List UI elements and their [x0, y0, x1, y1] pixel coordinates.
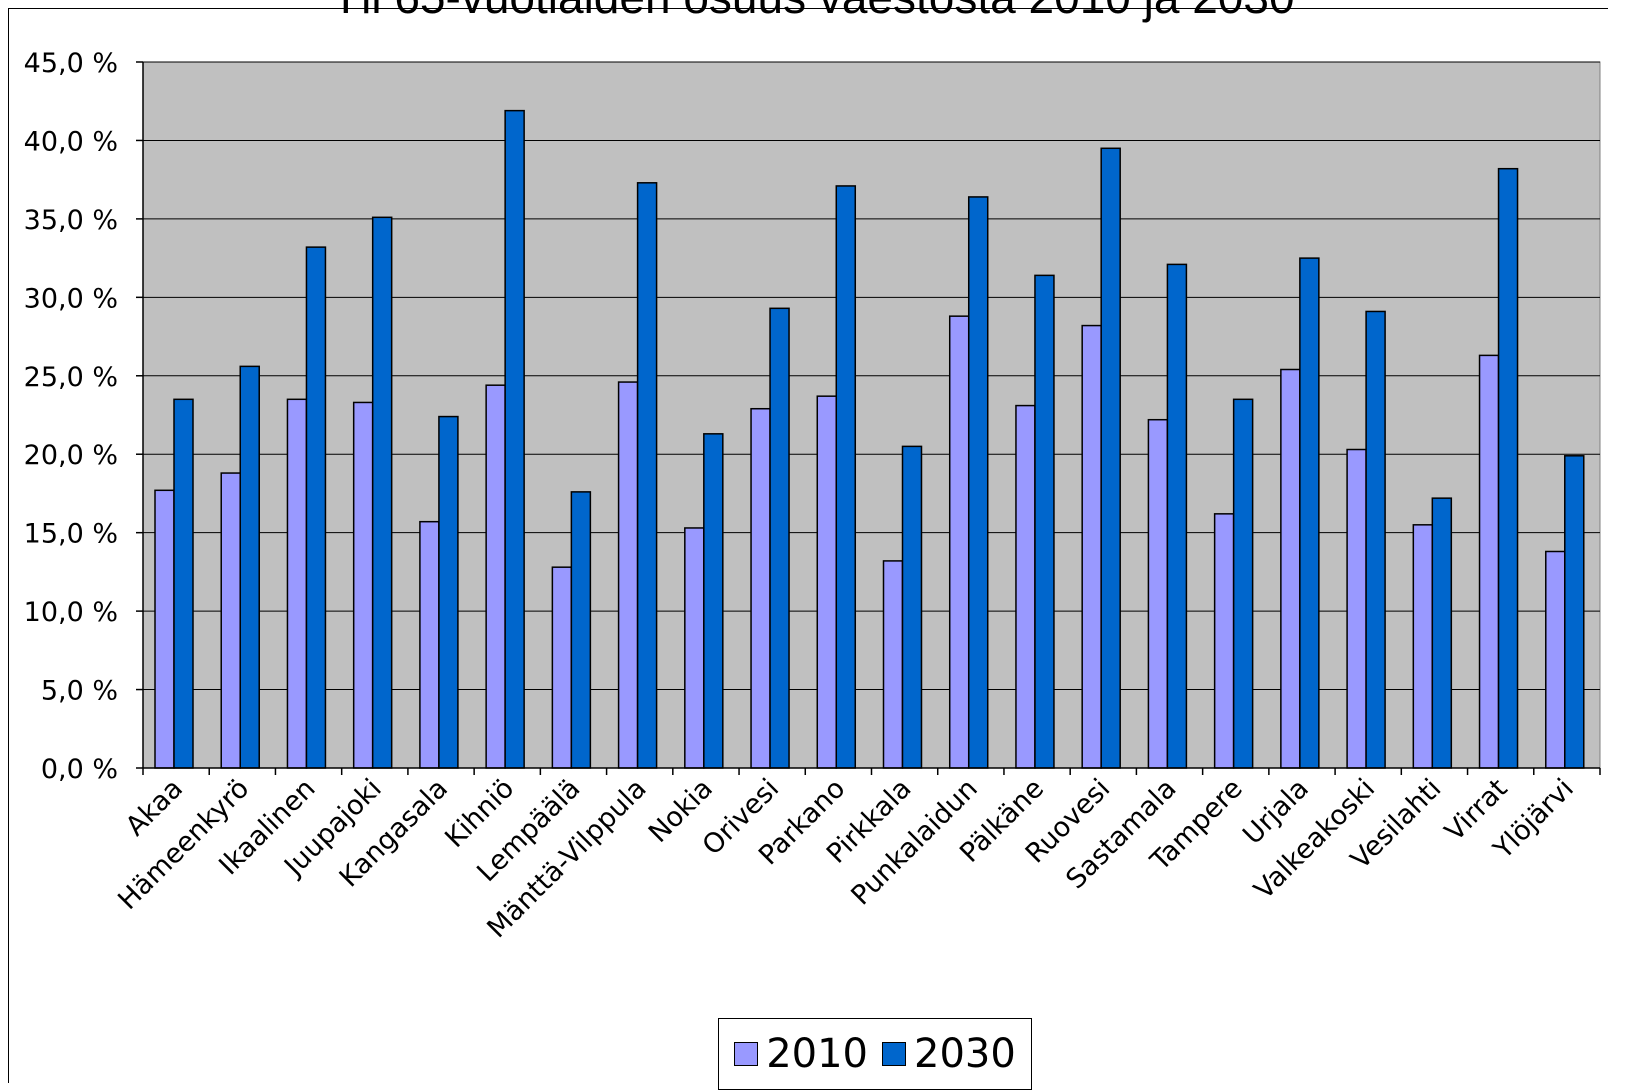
bar-2010-11	[882, 560, 904, 769]
bar-2030-20	[1497, 167, 1519, 769]
bar-2030-5	[504, 109, 525, 769]
bar-2010-5	[485, 384, 506, 769]
legend-item-2010: 2010	[734, 1031, 868, 1077]
bar-2030-3	[371, 216, 393, 769]
bar-2010-1	[220, 472, 241, 769]
bar-2010-20	[1478, 354, 1500, 769]
bar-2010-14	[1081, 324, 1102, 769]
bar-2030-18	[1365, 310, 1386, 769]
legend-swatch-2010	[734, 1042, 759, 1066]
bar-2030-4	[438, 415, 459, 769]
bar-2010-21	[1545, 550, 1566, 769]
bar-2010-10	[816, 395, 838, 769]
bar-2030-15	[1166, 263, 1188, 769]
bar-2030-10	[835, 185, 857, 769]
bar-2030-0	[173, 398, 194, 769]
bar-2030-17	[1299, 257, 1320, 769]
bar-2030-8	[703, 433, 724, 769]
bar-2010-6	[551, 566, 573, 769]
chart-frame	[8, 8, 1608, 1083]
bar-2030-6	[570, 491, 592, 769]
bar-2030-21	[1564, 455, 1585, 769]
bar-2010-9	[750, 407, 771, 769]
bar-2030-13	[1034, 274, 1055, 769]
bar-2030-11	[901, 445, 923, 769]
legend-item-2030: 2030	[882, 1031, 1016, 1077]
bar-2010-15	[1147, 418, 1169, 769]
ytick-label-8: 40,0 %	[24, 126, 118, 157]
ytick-label-6: 30,0 %	[24, 283, 118, 314]
bar-2030-9	[769, 307, 790, 769]
ytick-label-1: 5,0 %	[41, 676, 118, 707]
bar-2030-1	[239, 365, 260, 769]
bar-2010-17	[1280, 368, 1301, 769]
bar-2010-13	[1015, 404, 1036, 769]
legend-label-2010: 2010	[766, 1031, 868, 1077]
ytick-label-0: 0,0 %	[41, 754, 118, 785]
bar-2030-7	[636, 182, 658, 769]
bar-2030-12	[967, 196, 989, 769]
ytick-label-3: 15,0 %	[24, 519, 118, 550]
ytick-label-5: 25,0 %	[24, 362, 118, 393]
bar-2010-4	[419, 520, 440, 769]
bar-2010-7	[617, 381, 639, 769]
bar-2010-8	[684, 527, 705, 769]
bar-2030-19	[1431, 497, 1453, 769]
bar-2030-14	[1100, 147, 1121, 769]
bar-2010-3	[352, 401, 374, 769]
bar-2010-19	[1412, 524, 1434, 769]
ytick-label-7: 35,0 %	[24, 205, 118, 236]
ytick-label-4: 20,0 %	[24, 440, 118, 471]
bar-2010-2	[286, 398, 308, 769]
bar-2010-12	[948, 315, 970, 769]
bar-2030-2	[305, 246, 327, 769]
chart-title: Yli 65-vuotiaiden osuus väestöstä 2010 j…	[0, 0, 1625, 24]
legend-swatch-2030	[882, 1042, 906, 1066]
bar-2010-0	[154, 489, 175, 769]
legend-label-2030: 2030	[914, 1031, 1016, 1077]
ytick-label-2: 10,0 %	[24, 597, 118, 628]
bar-2030-16	[1232, 398, 1254, 769]
bar-2010-18	[1346, 448, 1367, 769]
legend: 2010 2030	[718, 1018, 1032, 1090]
ytick-label-9: 45,0 %	[24, 48, 118, 79]
bar-2010-16	[1213, 513, 1235, 769]
